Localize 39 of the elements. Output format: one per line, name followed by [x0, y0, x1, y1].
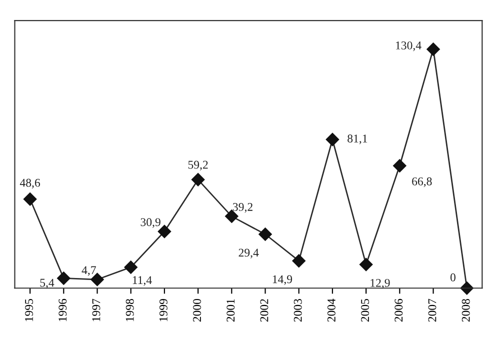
point [191, 173, 205, 186]
data-label: 30,9 [140, 218, 160, 228]
point [292, 254, 306, 268]
data-label: 14,9 [272, 275, 292, 285]
point [23, 192, 37, 206]
x-tick-label: 2008 [462, 298, 470, 322]
point [57, 272, 70, 285]
x-tick-label: 2004 [327, 298, 336, 322]
point [359, 258, 373, 272]
x-tick-label: 2003 [294, 299, 302, 322]
data-label: 81,1 [348, 134, 368, 144]
data-label: 4,7 [82, 266, 96, 276]
data-label: 48,6 [20, 178, 40, 188]
point [124, 260, 138, 274]
x-tick-label: 2002 [260, 299, 268, 322]
x-tick-label: 1996 [58, 298, 67, 322]
x-tick-label: 2000 [193, 298, 202, 322]
data-label: 0 [450, 273, 456, 282]
x-tick-label: 1995 [25, 299, 34, 322]
x-tick-label: 2001 [226, 299, 235, 322]
data-label: 39,2 [233, 203, 252, 213]
x-tick-label: 2007 [428, 298, 436, 322]
point [426, 42, 440, 56]
x-tick-label: 1999 [159, 299, 168, 322]
data-label: 11,4 [132, 276, 152, 286]
data-label: 29,4 [238, 248, 259, 258]
data-label: 66,8 [412, 177, 432, 188]
point [258, 228, 272, 241]
data-label: 12,9 [370, 278, 390, 289]
x-tick-label: 2005 [361, 299, 370, 322]
x-tick-label: 1997 [92, 298, 100, 322]
data-label: 5,4 [40, 278, 54, 288]
point [326, 132, 340, 146]
x-tick-label: 1998 [126, 298, 134, 322]
data-label: 130,4 [396, 41, 422, 52]
point [393, 159, 406, 172]
point [460, 282, 474, 295]
x-tick-label: 2006 [394, 298, 403, 322]
data-label: 59,2 [188, 160, 208, 170]
